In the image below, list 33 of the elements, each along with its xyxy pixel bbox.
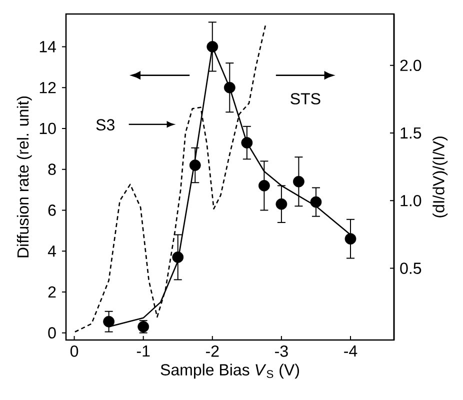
y-tick-label: 10 <box>40 122 56 134</box>
point <box>241 137 253 148</box>
y-tick-label: 0 <box>48 327 56 339</box>
x-axis-title: Sample Bias V$_{S}$ (V) <box>160 364 299 379</box>
y-tick-label: 8 <box>48 164 56 175</box>
x-tick-label: -2 <box>206 346 219 357</box>
x-tick-label: -1 <box>136 346 150 357</box>
point <box>172 252 184 263</box>
y2-tick-label: 1.0 <box>400 195 422 206</box>
y-tick-label: 4 <box>48 246 56 257</box>
point <box>344 233 356 245</box>
y2-tick-label: 1.5 <box>400 127 422 139</box>
y-axis-title: Diffusion rate (rel. unit) <box>16 96 32 258</box>
y2-tick-label: 0.5 <box>400 262 422 274</box>
point <box>310 196 322 208</box>
point <box>293 176 304 188</box>
y2-tick-label: 2.0 <box>400 60 422 72</box>
y-tick-label: 14 <box>40 41 56 52</box>
point <box>206 41 218 52</box>
point <box>258 180 270 192</box>
point <box>276 198 288 210</box>
annotation: S3 <box>96 119 114 130</box>
y-tick-label: 6 <box>48 204 56 216</box>
point <box>189 160 201 171</box>
point <box>224 82 236 94</box>
annotation: STS <box>290 93 320 104</box>
point <box>103 316 115 328</box>
x-tick-label: -4 <box>344 346 358 357</box>
y-tick-label: 12 <box>40 82 56 94</box>
x-tick-label: 0 <box>70 346 78 357</box>
y2-axis-title: (dI/dV)/(I/V) <box>432 136 448 218</box>
x-tick-label: -3 <box>275 346 288 357</box>
y-tick-label: 2 <box>48 286 56 298</box>
